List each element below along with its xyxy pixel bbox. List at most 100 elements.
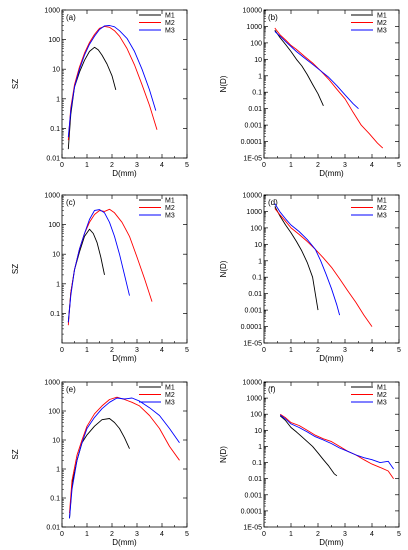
panel-d: 0 1 2 3 4 5 1E-05 0.0001 0.001 0.01 0.1 1 10 100 1000 1… [219,193,401,364]
panel-a-xtick-label: 4 [160,162,164,169]
panel-f-xtick-label: 2 [316,531,320,538]
panel-d-ytick-label: 0.0001 [241,324,263,331]
panel-b-legend-label-m1: M1 [377,13,387,20]
panel-a-series-m3-line [67,25,157,138]
panel-c-legend-label-m3: M3 [165,213,175,220]
panel-b-xtick-label: 0 [262,162,266,169]
panel-f-xtick-label: 0 [262,531,266,538]
panel-e-ylabel: SZ [11,449,20,459]
panel-e-legend-label-m3: M3 [165,400,175,407]
panel-b-series-m2-line [274,27,384,149]
panel-a-ytick-label: 0.01 [46,156,60,163]
panel-c-series-m3-line [67,209,130,323]
panel-b-xtick-label: 2 [316,162,320,169]
panel-d-xtick-label: 0 [262,347,266,354]
panel-f-ytick-label: 0.0001 [241,508,263,515]
panel-b-ytick-label: 0.1 [252,90,262,97]
panel-a-xtick-label: 2 [110,162,114,169]
panel-f: 0 1 2 3 4 5 1E-05 0.0001 0.001 0.01 0.1 1 10 100 1000 1… [219,380,401,548]
panel-e-legend-label-m1: M1 [165,385,175,392]
panel-d-ytick-label: 100 [250,225,262,232]
panel-d-legend-label-m2: M2 [377,205,387,212]
panel-a-xtick-label: 0 [60,162,64,169]
panel-b-xtick-label: 1 [289,162,293,169]
panel-a-legend-label-m1: M1 [165,13,175,20]
panel-e-xtick-label: 1 [85,531,89,538]
panel-c-legend-label-m2: M2 [165,205,175,212]
panel-b-xtick-label: 3 [343,162,347,169]
panel-b-ytick-label: 10 [254,57,262,64]
panel-d-ytick-label: 0.1 [252,275,262,282]
panel-f-ytick-label: 100 [250,412,262,419]
panel-f-ytick-label: 0.001 [244,492,262,499]
panel-d-legend-label-m1: M1 [377,198,387,205]
panel-b-ytick-label: 0.001 [244,123,262,130]
panel-c-label: (c) [66,198,76,207]
panel-a-series-m1-line [67,46,117,150]
panel-d-ytick-label: 0.01 [248,291,262,298]
panel-e-series-m2-line [69,396,180,514]
panel-f-xtick-label: 5 [397,531,401,538]
panel-f-ytick-label: 1 [258,444,262,451]
panel-b-series-m1-line [274,29,324,106]
panel-c-xtick-label: 3 [135,347,139,354]
panel-a-xlabel: D(mm) [112,169,137,178]
panel-b-legend-label-m2: M2 [377,20,387,27]
panel-b-ytick-label: 1E-05 [243,156,262,163]
panel-a-xtick-label: 5 [185,162,189,169]
panel-d-xlabel: D(mm) [319,354,344,363]
panel-d-ytick-label: 0.001 [244,308,262,315]
panel-f-xtick-label: 4 [370,531,374,538]
panel-d-ytick-label: 10 [254,242,262,249]
panel-c-xtick-label: 5 [185,347,189,354]
panel-e-xtick-label: 4 [160,531,164,538]
panel-f-ytick-label: 10000 [243,380,263,387]
panel-c-ytick-label: 1000 [44,193,60,200]
panel-b-ytick-label: 1000 [246,24,262,31]
panel-f-label: (f) [268,385,276,394]
panel-d-series-m3-line [274,203,341,316]
panel-c-series-m2-line [67,208,153,326]
panel-e-xtick-label: 3 [135,531,139,538]
panel-b-series-m3-line [274,31,359,110]
panel-c-ylabel: SZ [11,264,20,274]
panel-c-xlabel: D(mm) [112,354,137,363]
panel-d-ytick-label: 1000 [246,209,262,216]
panel-a-legend-label-m3: M3 [165,28,175,35]
panel-b-ytick-label: 0.01 [248,106,262,113]
panel-d-ytick-label: 1E-05 [243,341,262,348]
panel-c-ytick-label: 0.1 [50,311,60,318]
panel-f-xtick-label: 1 [289,531,293,538]
panel-e-legend-label-m2: M2 [165,392,175,399]
panel-b-xtick-label: 5 [397,162,401,169]
panel-c-xtick-label: 1 [85,347,89,354]
panel-e-ytick-label: 10 [52,438,60,445]
panel-f-xlabel: D(mm) [319,538,344,547]
panel-f-legend-label-m1: M1 [377,385,387,392]
panel-e-xtick-label: 2 [110,531,114,538]
panel-f-ytick-label: 1000 [246,396,262,403]
panel-e-ytick-label: 0.1 [50,496,60,503]
panel-b-ytick-label: 0.0001 [241,139,263,146]
panel-d-label: (d) [268,198,278,207]
panel-f-ylabel: N(D) [219,446,228,463]
panel-d-xtick-label: 4 [370,347,374,354]
panel-c-ytick-label: 100 [48,222,60,229]
panel-f-ytick-label: 1E-05 [243,525,262,532]
panel-e-series-m3-line [69,397,180,519]
panel-a-xtick-label: 1 [85,162,89,169]
panel-d-xtick-label: 5 [397,347,401,354]
panel-e-series-m1-line [69,418,130,519]
panel-b-ylabel: N(D) [219,75,228,92]
panel-d-xtick-label: 1 [289,347,293,354]
panel-d-series-m1-line [274,206,319,311]
panel-d-series-m2-line [274,208,373,327]
panel-f-series-m1-line [279,415,338,477]
panel-b-ytick-label: 1 [258,73,262,80]
panel-a-ytick-label: 1 [56,96,60,103]
panel-c-xtick-label: 4 [160,347,164,354]
panel-d-legend-label-m3: M3 [377,213,387,220]
